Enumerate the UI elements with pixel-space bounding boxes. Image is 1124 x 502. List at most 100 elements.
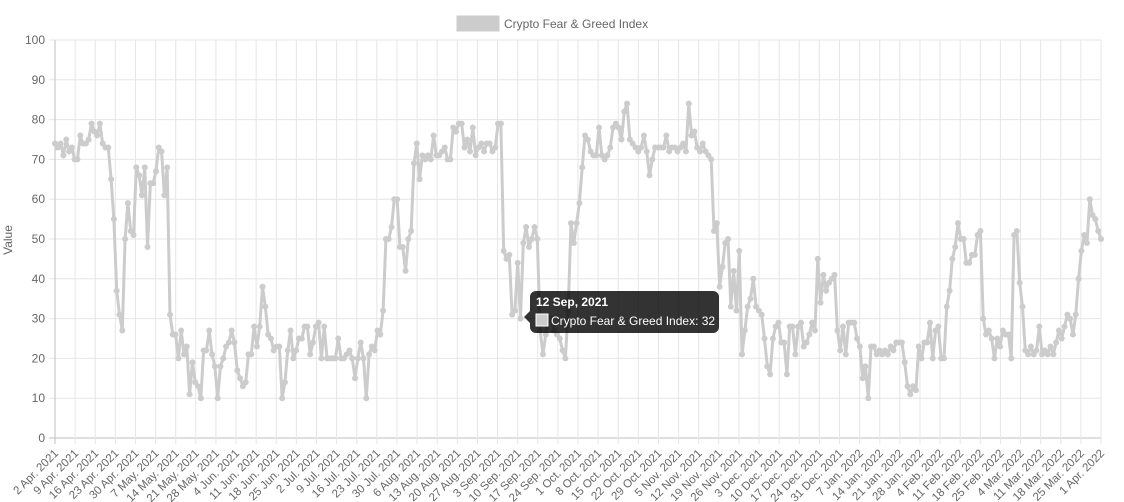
data-point[interactable] <box>1025 351 1032 358</box>
data-point[interactable] <box>256 323 263 330</box>
data-point[interactable] <box>579 164 586 171</box>
data-point[interactable] <box>161 192 168 199</box>
data-point[interactable] <box>164 164 171 171</box>
data-point[interactable] <box>767 371 774 378</box>
data-point[interactable] <box>946 287 953 294</box>
data-point[interactable] <box>385 236 392 242</box>
data-point[interactable] <box>997 343 1004 350</box>
data-point[interactable] <box>413 140 420 147</box>
data-point[interactable] <box>901 359 908 366</box>
data-point[interactable] <box>525 243 532 250</box>
data-point[interactable] <box>408 228 415 235</box>
data-point[interactable] <box>141 164 148 171</box>
data-point[interactable] <box>837 347 844 354</box>
data-point[interactable] <box>985 327 992 334</box>
data-point[interactable] <box>290 355 297 362</box>
data-point[interactable] <box>884 351 891 358</box>
data-point[interactable] <box>820 271 827 278</box>
data-point[interactable] <box>441 144 448 151</box>
data-point[interactable] <box>122 236 129 242</box>
data-point[interactable] <box>88 120 95 127</box>
data-point[interactable] <box>511 307 518 314</box>
data-point[interactable] <box>242 379 249 386</box>
data-point[interactable] <box>744 303 751 310</box>
data-point[interactable] <box>912 387 919 394</box>
data-point[interactable] <box>870 343 877 350</box>
data-point[interactable] <box>736 247 743 254</box>
data-point[interactable] <box>517 315 524 322</box>
data-point[interactable] <box>138 192 145 199</box>
data-point[interactable] <box>259 283 266 290</box>
data-point[interactable] <box>1081 232 1088 239</box>
data-point[interactable] <box>523 224 530 231</box>
data-point[interactable] <box>940 355 947 362</box>
data-point[interactable] <box>1047 343 1054 350</box>
data-point[interactable] <box>136 172 143 179</box>
data-point[interactable] <box>478 140 485 147</box>
data-point[interactable] <box>758 311 765 318</box>
data-point[interactable] <box>276 343 283 350</box>
data-point[interactable] <box>1067 315 1074 322</box>
data-point[interactable] <box>57 140 64 147</box>
data-point[interactable] <box>792 351 799 358</box>
data-point[interactable] <box>803 339 810 346</box>
data-point[interactable] <box>856 343 863 350</box>
data-point[interactable] <box>447 156 454 163</box>
data-point[interactable] <box>926 319 933 326</box>
data-point[interactable] <box>189 359 196 366</box>
data-point[interactable] <box>1058 335 1065 342</box>
data-point[interactable] <box>708 156 715 163</box>
data-point[interactable] <box>203 347 210 354</box>
data-point[interactable] <box>464 136 471 143</box>
data-point[interactable] <box>781 339 788 346</box>
data-point[interactable] <box>133 164 140 171</box>
data-point[interactable] <box>573 220 580 227</box>
data-point[interactable] <box>1061 323 1068 330</box>
data-point[interactable] <box>113 287 120 294</box>
data-point[interactable] <box>1044 351 1051 358</box>
data-point[interactable] <box>248 351 255 358</box>
data-point[interactable] <box>747 295 754 302</box>
data-point[interactable] <box>1019 303 1026 310</box>
data-point[interactable] <box>823 287 830 294</box>
data-point[interactable] <box>130 232 137 239</box>
data-point[interactable] <box>281 379 288 386</box>
data-point[interactable] <box>124 200 131 207</box>
data-point[interactable] <box>691 128 698 135</box>
data-point[interactable] <box>943 303 950 310</box>
data-point[interactable] <box>960 236 967 242</box>
data-point[interactable] <box>237 375 244 382</box>
data-point[interactable] <box>352 375 359 382</box>
data-point[interactable] <box>172 331 179 338</box>
data-point[interactable] <box>1036 323 1043 330</box>
data-point[interactable] <box>110 216 117 223</box>
data-point[interactable] <box>307 351 314 358</box>
data-point[interactable] <box>228 327 235 334</box>
data-point[interactable] <box>206 327 213 334</box>
data-point[interactable] <box>994 335 1001 342</box>
data-point[interactable] <box>461 144 468 151</box>
data-point[interactable] <box>158 148 165 155</box>
data-point[interactable] <box>96 120 103 127</box>
data-point[interactable] <box>859 375 866 382</box>
data-point[interactable] <box>357 339 364 346</box>
data-point[interactable] <box>363 395 370 402</box>
data-point[interactable] <box>1095 228 1102 235</box>
data-point[interactable] <box>663 132 670 139</box>
data-point[interactable] <box>646 172 653 179</box>
data-point[interactable] <box>817 299 824 306</box>
data-point[interactable] <box>195 383 202 390</box>
data-point[interactable] <box>1033 347 1040 354</box>
data-point[interactable] <box>318 355 325 362</box>
data-point[interactable] <box>520 239 527 246</box>
data-point[interactable] <box>977 228 984 235</box>
data-point[interactable] <box>935 323 942 330</box>
data-point[interactable] <box>929 355 936 362</box>
data-point[interactable] <box>898 339 905 346</box>
data-point[interactable] <box>105 144 112 151</box>
data-point[interactable] <box>371 347 378 354</box>
data-point[interactable] <box>186 391 193 398</box>
data-point[interactable] <box>74 156 81 163</box>
data-point[interactable] <box>570 239 577 246</box>
data-point[interactable] <box>1055 327 1062 334</box>
